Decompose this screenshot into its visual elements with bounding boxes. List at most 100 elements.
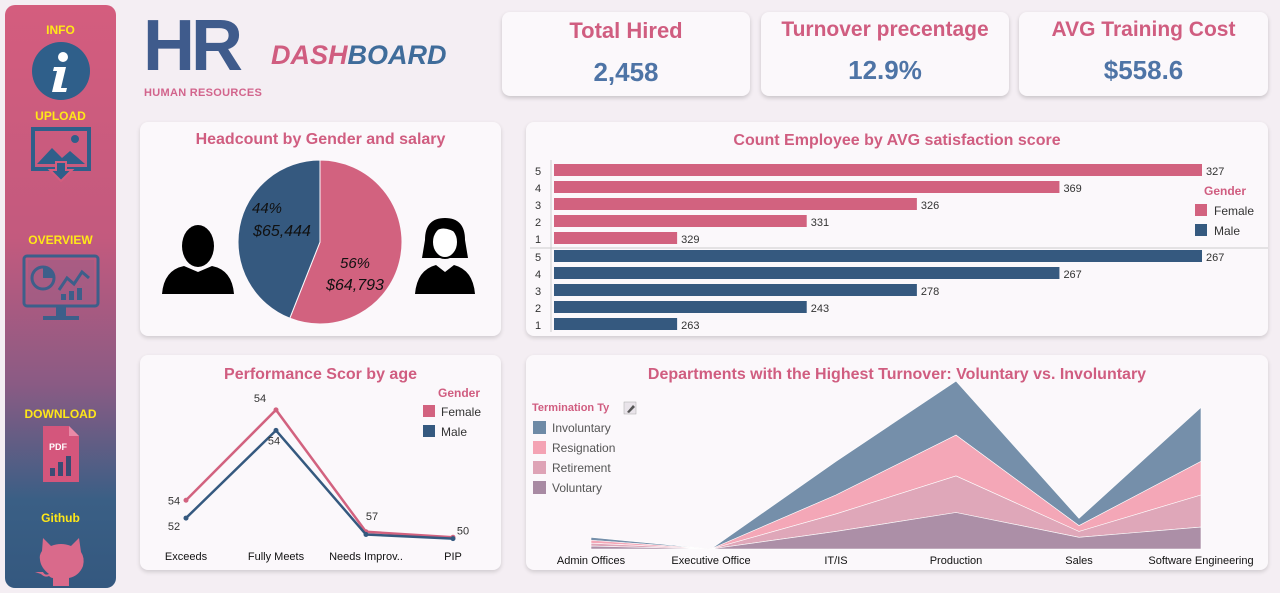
x-tick-label: Sales [1065,555,1093,567]
pie-slice-male[interactable] [237,159,321,319]
pie-label-male-salary: $65,444 [252,223,311,240]
legend-label-female[interactable]: Female [441,405,481,419]
bar-male[interactable] [554,284,917,296]
kpi-value: 2,458 [593,57,659,87]
bar-male[interactable] [554,250,1202,262]
point-value-label: 54 [254,393,266,405]
kpi-avg-training-cost: AVG Training Cost $558.6 [1019,12,1268,96]
sidebar-item-label: UPLOAD [35,109,86,123]
y-tick-label: 4 [535,269,541,281]
kpi-value: $558.6 [1103,55,1184,85]
data-point[interactable] [273,407,279,413]
legend-swatch-female [1195,204,1207,216]
line-female[interactable] [185,407,454,539]
sidebar-item-label: DOWNLOAD [24,407,97,421]
x-tick-label: Production [930,555,983,567]
y-tick-label: 4 [535,183,541,195]
legend-title: Gender [438,386,480,400]
bar-male[interactable] [554,318,678,330]
bar-value-label: 369 [1063,183,1081,195]
monitor-dashboard-icon [22,254,99,320]
departments-title: Departments with the Highest Turnover: V… [647,366,1147,383]
data-point[interactable] [273,427,279,433]
sidebar: INFO UPLOAD OVERVIEW [5,5,116,588]
bar-female[interactable] [554,181,1060,193]
legend-label-male[interactable]: Male [441,425,467,439]
departments-card: Departments with the Highest Turnover: V… [526,355,1268,570]
sidebar-item-info[interactable]: INFO [5,23,116,102]
performance-card: Performance Scor by age Gender Female Ma… [140,355,501,570]
pie-label-female-pct: 56% [340,255,370,272]
hr-dashboard-logo: HR HUMAN RESOURCES DASHBOARD [143,6,493,102]
satisfaction-card: Count Employee by AVG satisfaction score… [526,122,1268,336]
kpi-title: Turnover precentage [781,18,989,41]
logo-hr-text: HR [143,6,243,86]
bar-male[interactable] [554,267,1060,279]
performance-chart: Gender Female Male 54 54 57 50 52 54 Exceeds Fu… [165,386,481,563]
sidebar-item-github[interactable]: Github [5,511,116,588]
y-tick-label: 3 [535,286,541,298]
pie-chart: 44% $65,444 56% $64,793 [237,159,403,325]
legend-title: Gender [1204,184,1246,198]
legend-label-resignation[interactable]: Resignation [552,441,615,455]
area-voluntary[interactable] [590,512,1202,550]
bar-male[interactable] [554,301,807,313]
x-tick-label: Exceeds [165,551,208,563]
bar-female[interactable] [554,198,917,210]
sidebar-item-overview[interactable]: OVERVIEW [5,233,116,330]
legend-label-female[interactable]: Female [1214,204,1254,218]
sidebar-item-label: Github [41,511,80,525]
bar-female[interactable] [554,215,807,227]
sidebar-item-upload[interactable]: UPLOAD [5,109,116,182]
legend-swatch-male [423,425,435,437]
bar-value-label: 329 [681,234,699,246]
satisfaction-title: Count Employee by AVG satisfaction score [733,132,1061,149]
line-male[interactable] [185,428,454,540]
bar-value-label: 267 [1063,269,1081,281]
svg-text:PDF: PDF [49,442,68,452]
logo-board-word: BOARD [347,40,447,70]
logo-dashboard-text: DASHBOARD [271,40,447,71]
legend-swatch-male [1195,224,1207,236]
legend-label-voluntary[interactable]: Voluntary [552,481,602,495]
bar-value-label: 278 [921,286,939,298]
bar-female[interactable] [554,164,1202,176]
data-point[interactable] [183,515,189,521]
x-tick-label: PIP [444,551,462,563]
data-point[interactable] [450,536,456,542]
pie-slice-female[interactable] [289,159,403,325]
logo-dash-word: DASH [271,40,348,70]
y-tick-label: 3 [535,200,541,212]
data-point[interactable] [363,532,369,538]
point-value-label: 54 [168,495,180,507]
x-tick-label: Software Engineering [1148,555,1253,567]
legend-label-male[interactable]: Male [1214,224,1240,238]
headcount-chart: 44% $65,444 56% $64,793 [162,159,475,325]
satisfaction-chart: Gender Female Male 5 327 4 369 3 326 2 331 1 329 5… [530,160,1268,332]
bar-value-label: 327 [1206,166,1224,178]
y-tick-label: 2 [535,217,541,229]
sidebar-item-label: INFO [46,23,75,37]
legend-swatch-retirement [533,461,546,474]
data-point[interactable] [183,497,189,503]
bar-value-label: 326 [921,200,939,212]
sidebar-item-download[interactable]: DOWNLOAD PDF [5,407,116,484]
legend-edit-icon[interactable] [623,401,637,415]
performance-title: Performance Scor by age [224,366,417,383]
point-value-label: 54 [268,435,280,447]
kpi-turnover: Turnover precentage 12.9% [761,12,1009,96]
legend-title: Termination Ty [532,402,610,414]
kpi-title: Total Hired [569,18,683,43]
departments-chart: Termination Ty Involuntary Resignation R… [532,380,1254,567]
y-tick-label: 5 [535,166,541,178]
bar-female[interactable] [554,232,678,244]
legend-label-involuntary[interactable]: Involuntary [552,421,611,435]
y-tick-label: 2 [535,303,541,315]
pdf-icon: PDF [42,426,79,482]
point-value-label: 57 [366,511,378,523]
legend-swatch-resignation [533,441,546,454]
legend-label-retirement[interactable]: Retirement [552,461,611,475]
y-tick-label: 1 [535,234,541,246]
bar-value-label: 267 [1206,252,1224,264]
kpi-value: 12.9% [848,55,922,85]
